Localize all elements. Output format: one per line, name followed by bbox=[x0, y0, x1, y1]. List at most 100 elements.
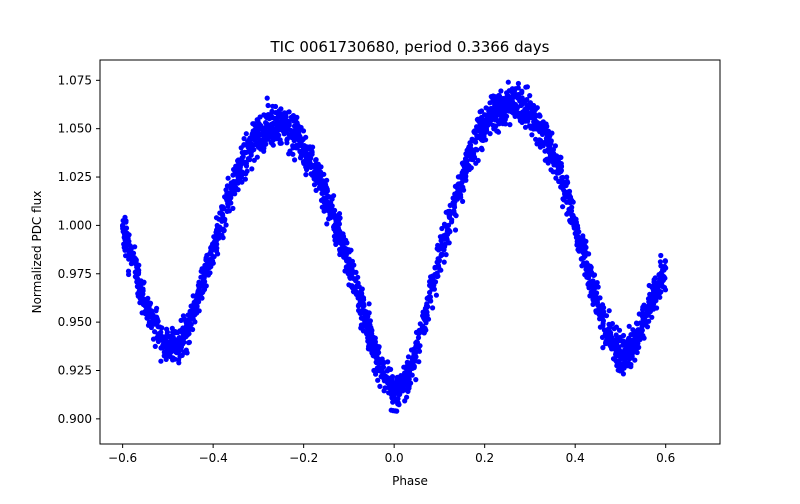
data-point bbox=[463, 173, 469, 179]
data-point bbox=[150, 336, 157, 342]
data-point bbox=[537, 137, 544, 144]
x-axis-title: Phase bbox=[392, 474, 428, 488]
data-point bbox=[416, 359, 422, 365]
data-point bbox=[584, 260, 590, 266]
data-point bbox=[180, 313, 186, 319]
data-point bbox=[486, 106, 492, 112]
data-point bbox=[233, 185, 239, 191]
data-point bbox=[288, 114, 294, 120]
data-point bbox=[496, 93, 503, 99]
data-point bbox=[220, 204, 226, 210]
curve-point bbox=[645, 307, 651, 314]
data-point bbox=[483, 137, 489, 143]
data-point bbox=[650, 294, 657, 300]
data-point bbox=[633, 320, 640, 326]
data-point bbox=[613, 332, 619, 338]
data-point bbox=[537, 144, 544, 150]
data-point bbox=[223, 222, 229, 228]
data-point bbox=[311, 176, 317, 182]
curve-point bbox=[129, 255, 135, 261]
data-point bbox=[585, 266, 591, 272]
data-point bbox=[292, 118, 298, 124]
data-point bbox=[226, 197, 232, 203]
data-point bbox=[250, 121, 256, 127]
data-point bbox=[585, 275, 592, 281]
data-point bbox=[215, 225, 221, 231]
data-point bbox=[272, 103, 279, 110]
data-point bbox=[321, 196, 327, 202]
data-point bbox=[226, 208, 232, 214]
data-point bbox=[368, 330, 374, 336]
data-point bbox=[621, 361, 627, 367]
x-tick-label: 0.2 bbox=[475, 451, 494, 465]
data-point bbox=[243, 149, 249, 156]
curve-point bbox=[608, 338, 615, 345]
data-point bbox=[617, 335, 623, 341]
data-point bbox=[264, 95, 270, 101]
data-point bbox=[383, 373, 389, 379]
data-point bbox=[577, 248, 584, 254]
data-point bbox=[502, 99, 508, 105]
data-point bbox=[254, 154, 260, 160]
data-point bbox=[532, 112, 538, 118]
data-point bbox=[405, 354, 412, 360]
data-point bbox=[496, 121, 502, 127]
data-point bbox=[242, 176, 248, 182]
y-tick-label: 0.950 bbox=[58, 315, 92, 329]
data-point bbox=[623, 342, 629, 348]
data-point bbox=[391, 382, 397, 389]
data-point bbox=[278, 112, 284, 118]
data-point bbox=[265, 114, 271, 120]
data-point bbox=[336, 217, 342, 223]
y-tick-label: 0.900 bbox=[58, 412, 92, 426]
data-point bbox=[298, 136, 304, 142]
curve-point bbox=[635, 331, 642, 337]
x-tick-label: −0.2 bbox=[289, 451, 318, 465]
data-point bbox=[170, 329, 176, 335]
data-point bbox=[457, 174, 463, 180]
data-point bbox=[596, 307, 602, 313]
y-tick-label: 1.075 bbox=[58, 73, 92, 87]
data-point bbox=[460, 198, 466, 204]
data-point bbox=[313, 157, 319, 163]
data-point bbox=[500, 121, 506, 127]
data-point bbox=[225, 203, 231, 209]
data-point bbox=[303, 134, 309, 140]
data-point bbox=[193, 297, 199, 303]
curve-point bbox=[373, 350, 379, 356]
curve-point bbox=[328, 207, 334, 213]
data-point bbox=[657, 259, 664, 265]
curve-point bbox=[599, 315, 605, 321]
data-point bbox=[290, 151, 296, 157]
curve-point bbox=[563, 189, 569, 196]
data-point bbox=[356, 302, 362, 308]
data-point bbox=[600, 323, 606, 329]
data-point bbox=[498, 88, 504, 94]
data-point bbox=[336, 221, 342, 227]
data-point bbox=[641, 335, 647, 341]
data-point bbox=[183, 347, 189, 353]
data-point bbox=[547, 155, 553, 161]
data-point bbox=[373, 354, 379, 360]
data-point bbox=[458, 181, 464, 188]
data-point bbox=[349, 283, 355, 289]
data-point bbox=[464, 158, 470, 164]
data-point bbox=[123, 218, 129, 224]
curve-point bbox=[491, 110, 497, 116]
data-point bbox=[647, 302, 653, 309]
data-point bbox=[236, 160, 242, 167]
data-point bbox=[333, 229, 339, 235]
data-point bbox=[183, 319, 189, 325]
data-point bbox=[170, 334, 176, 341]
data-point bbox=[547, 143, 553, 149]
data-point bbox=[432, 264, 438, 270]
data-point bbox=[377, 383, 383, 389]
data-point bbox=[404, 394, 410, 400]
data-point bbox=[311, 182, 318, 188]
curve-point bbox=[427, 294, 433, 300]
data-point bbox=[455, 194, 461, 200]
curve-point bbox=[473, 139, 479, 145]
data-point bbox=[514, 94, 521, 101]
data-point bbox=[620, 338, 626, 344]
data-point bbox=[616, 327, 623, 333]
